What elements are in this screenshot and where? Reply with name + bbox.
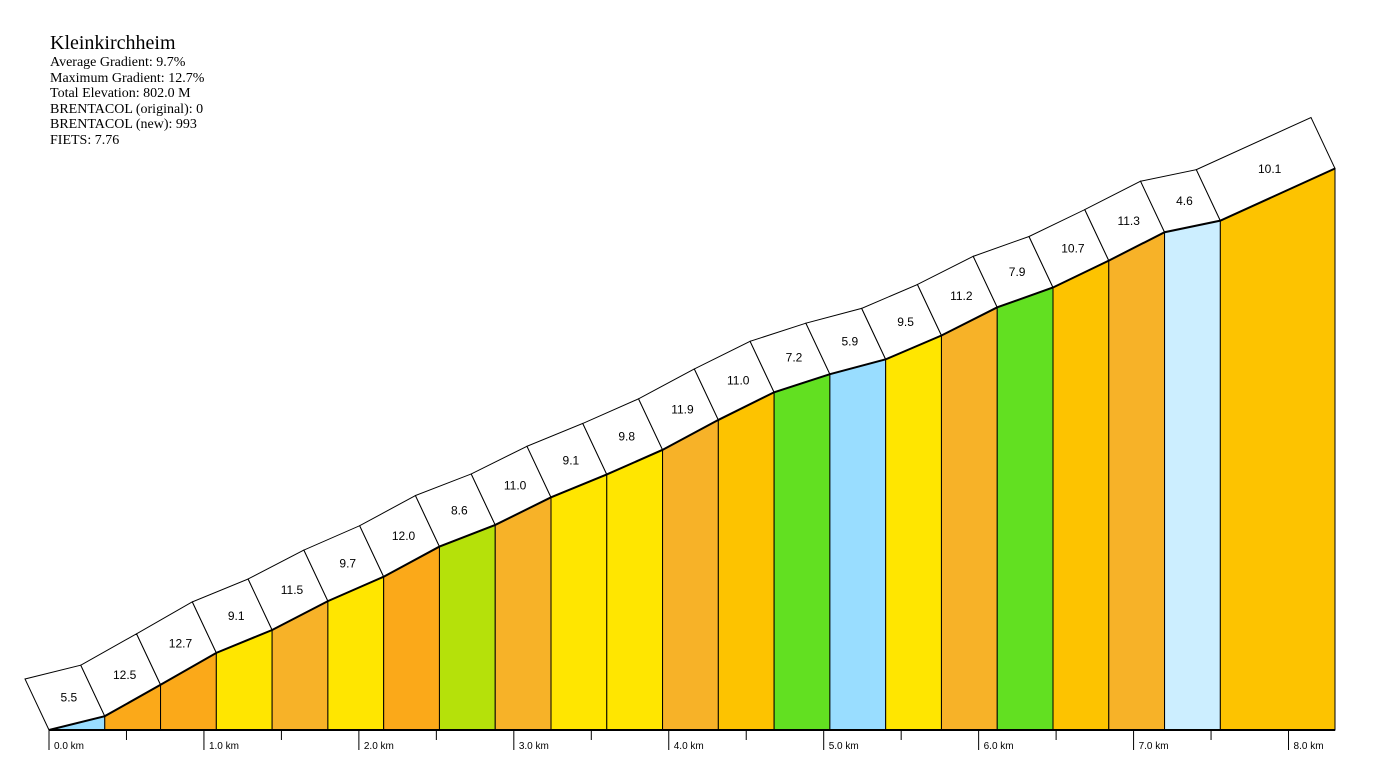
segment-gradient-label: 9.8 <box>618 430 635 444</box>
segment-gradient-label: 10.1 <box>1258 162 1282 176</box>
segment-bar <box>494 496 552 731</box>
segment-gradient-label: 12.5 <box>113 668 137 682</box>
segment-gradient-label: 5.9 <box>841 334 858 348</box>
segment-gradient-label: 11.9 <box>671 402 694 416</box>
segment-gradient-label: 12.0 <box>392 529 416 543</box>
segment-bar <box>1219 167 1336 731</box>
fiets-score: FIETS: 7.76 <box>50 132 120 148</box>
segment-bar <box>662 419 719 731</box>
segment-bar <box>438 524 496 731</box>
segment-bar <box>829 358 887 731</box>
segment-bar <box>1108 231 1166 731</box>
x-tick-label: 2.0 km <box>364 741 394 752</box>
segment-gradient-label: 9.1 <box>563 453 580 467</box>
segment-bar <box>885 334 942 731</box>
segment-gradient-label: 11.3 <box>1117 214 1140 228</box>
segment-gradient-label: 9.5 <box>897 315 914 329</box>
segment-gradient-label: 11.0 <box>504 479 527 493</box>
brentacol-original: BRENTACOL (original): 0 <box>50 101 204 117</box>
average-gradient: Average Gradient: 9.7% <box>50 55 186 70</box>
segment-gradient-label: 9.7 <box>339 556 356 570</box>
segment-bar <box>773 373 831 731</box>
segment-bar <box>1052 259 1110 731</box>
x-tick-label: 0.0 km <box>54 741 84 752</box>
segment-bar <box>383 545 440 731</box>
segment-bar <box>606 449 664 731</box>
x-tick-label: 4.0 km <box>674 741 704 752</box>
segment-bar <box>550 473 608 731</box>
segment-bar <box>327 575 385 731</box>
segment-gradient-label: 7.9 <box>1009 265 1026 279</box>
x-tick-label: 8.0 km <box>1294 741 1324 752</box>
segment-bar <box>940 306 998 731</box>
x-tick-label: 5.0 km <box>829 741 859 752</box>
segment-gradient-label: 5.5 <box>61 691 78 705</box>
maximum-gradient: Maximum Gradient: 12.7% <box>50 70 205 86</box>
segment-bar <box>717 391 775 731</box>
x-tick-label: 1.0 km <box>209 741 239 752</box>
climb-info: Kleinkirchheim Average Gradient: 9.7% Ma… <box>50 31 204 148</box>
segment-gradient-label: 4.6 <box>1176 194 1193 208</box>
segment-bar <box>996 286 1054 731</box>
segment-gradient-label: 11.2 <box>950 289 973 303</box>
brentacol-new: BRENTACOL (new): 993 <box>50 117 197 132</box>
segment-bar <box>1164 220 1221 731</box>
segment-gradient-label: 9.1 <box>228 609 245 623</box>
segment-gradient-label: 10.7 <box>1061 242 1085 256</box>
total-elevation: Total Elevation: 802.0 M <box>50 86 191 101</box>
climb-title: Kleinkirchheim <box>50 32 176 54</box>
segment-gradient-label: 11.0 <box>727 374 750 388</box>
x-tick-label: 7.0 km <box>1139 741 1169 752</box>
profile-line <box>48 167 1336 731</box>
segment-gradient-label: 8.6 <box>451 503 468 517</box>
x-tick-label: 3.0 km <box>519 741 549 752</box>
segment-gradient-label: 7.2 <box>786 351 803 365</box>
segment-gradient-label: 11.5 <box>281 583 304 597</box>
segment-gradient-label: 12.7 <box>169 636 193 650</box>
x-tick-label: 6.0 km <box>984 741 1014 752</box>
